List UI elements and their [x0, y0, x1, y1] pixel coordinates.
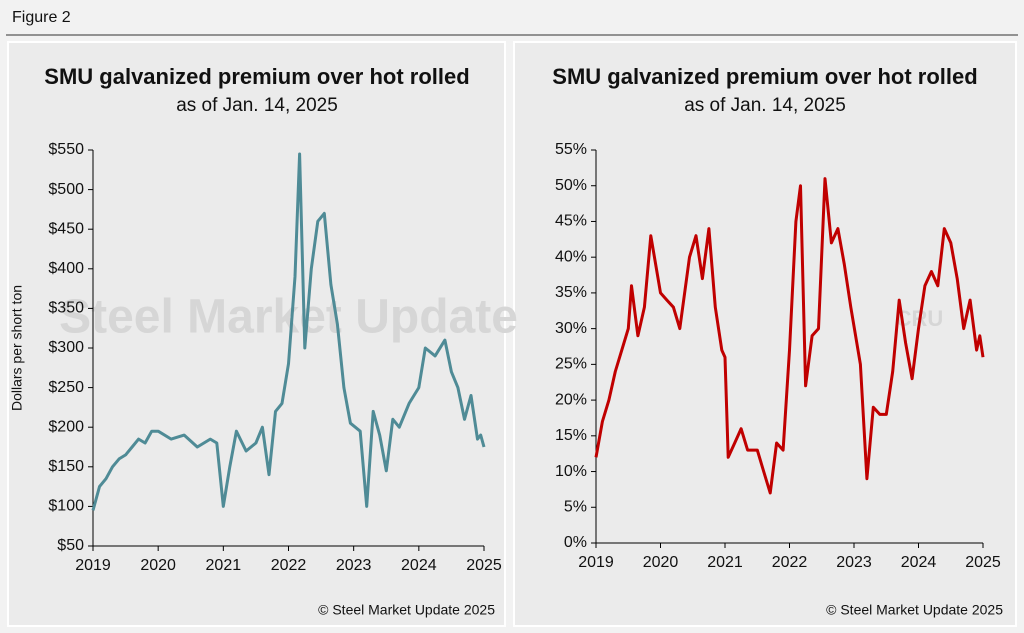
y-tick-label: $100	[48, 498, 84, 515]
data-line	[594, 177, 985, 495]
x-tick-label: 2024	[901, 554, 937, 571]
y-tick-label: 35%	[555, 284, 587, 301]
y-tick-label: $350	[48, 300, 84, 317]
y-tick-label: 0%	[564, 534, 587, 551]
panel	[7, 41, 506, 627]
x-tick-label: 2023	[336, 557, 372, 574]
x-tick-label: 2022	[772, 554, 808, 571]
y-tick-label: $50	[57, 537, 84, 554]
y-tick-label: $300	[48, 339, 84, 356]
y-tick-label: $450	[48, 220, 84, 237]
y-tick-label: 50%	[555, 177, 587, 194]
y-tick-label: $500	[48, 181, 84, 198]
x-tick-label: 2022	[271, 557, 307, 574]
chart-subtitle: as of Jan. 14, 2025	[684, 95, 846, 116]
y-axis-label: Dollars per short ton	[9, 285, 25, 411]
data-line	[91, 152, 486, 511]
y-tick-label: $400	[48, 260, 84, 277]
y-tick-label: $150	[48, 458, 84, 475]
y-tick-label: $550	[48, 141, 84, 158]
x-tick-label: 2020	[643, 554, 679, 571]
y-tick-label: 40%	[555, 248, 587, 265]
chart-subtitle: as of Jan. 14, 2025	[176, 95, 338, 116]
y-tick-label: 10%	[555, 463, 587, 480]
x-tick-label: 2020	[140, 557, 176, 574]
y-tick-label: $200	[48, 418, 84, 435]
y-tick-label: 25%	[555, 356, 587, 373]
x-tick-label: 2025	[965, 554, 1001, 571]
x-tick-label: 2021	[206, 557, 242, 574]
y-tick-label: 55%	[555, 141, 587, 158]
x-tick-label: 2023	[836, 554, 872, 571]
y-tick-label: 45%	[555, 213, 587, 230]
y-tick-label: $250	[48, 379, 84, 396]
source: © Steel Market Update 2025	[318, 602, 495, 618]
chart-title: SMU galvanized premium over hot rolled	[552, 64, 977, 89]
x-tick-label: 2019	[75, 557, 111, 574]
chart-title: SMU galvanized premium over hot rolled	[44, 64, 469, 89]
y-tick-label: 20%	[555, 391, 587, 408]
panel	[513, 41, 1017, 627]
x-tick-label: 2019	[578, 554, 614, 571]
x-tick-label: 2021	[707, 554, 743, 571]
figure-label: Figure 2	[12, 9, 71, 26]
y-tick-label: 5%	[564, 498, 587, 515]
source: © Steel Market Update 2025	[826, 602, 1003, 618]
y-tick-label: 30%	[555, 320, 587, 337]
x-tick-label: 2025	[466, 557, 502, 574]
x-tick-label: 2024	[401, 557, 437, 574]
y-tick-label: 15%	[555, 427, 587, 444]
watermark: Steel Market Update	[59, 291, 518, 344]
